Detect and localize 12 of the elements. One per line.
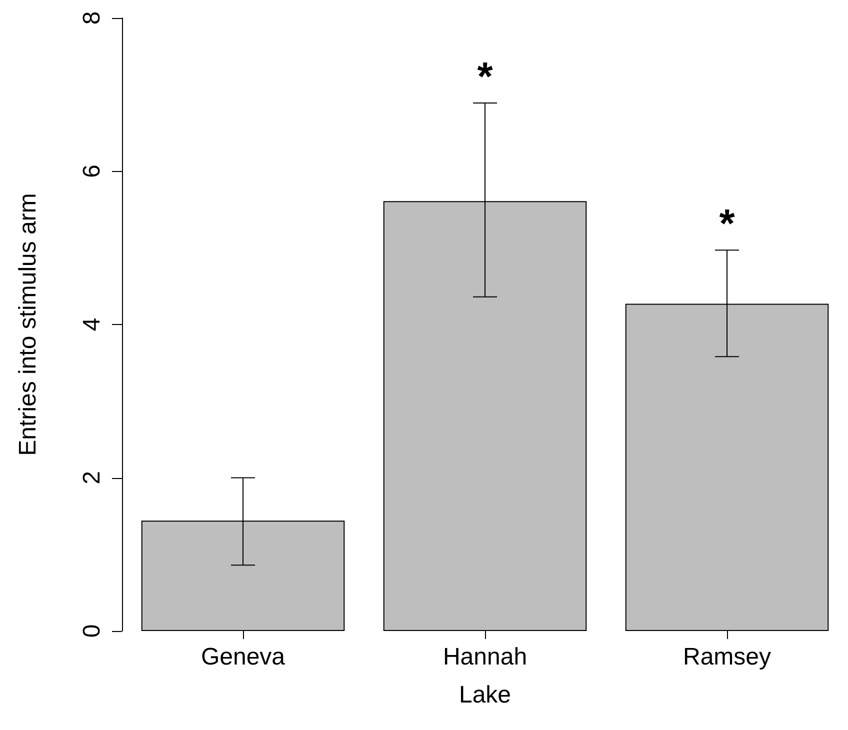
x-tick-label: Hannah xyxy=(442,644,528,670)
y-axis-title: Entries into stimulus arm xyxy=(14,193,42,456)
y-tick-label: 8 xyxy=(78,11,106,25)
data-label: * xyxy=(477,55,494,100)
y-tick-label: 4 xyxy=(78,318,106,332)
x-tick-label: Geneva xyxy=(200,644,286,670)
y-tick-label: 0 xyxy=(78,624,106,638)
x-axis-title: Lake xyxy=(458,682,512,708)
y-tick-label: 6 xyxy=(78,164,106,178)
y-tick-label: 2 xyxy=(78,471,106,484)
data-label: * xyxy=(719,202,736,246)
x-tick-label: Ramsey xyxy=(682,644,772,670)
